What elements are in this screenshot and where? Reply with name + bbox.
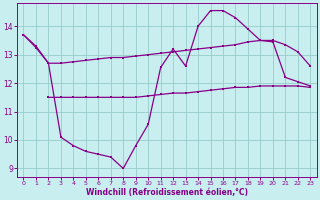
X-axis label: Windchill (Refroidissement éolien,°C): Windchill (Refroidissement éolien,°C)	[86, 188, 248, 197]
